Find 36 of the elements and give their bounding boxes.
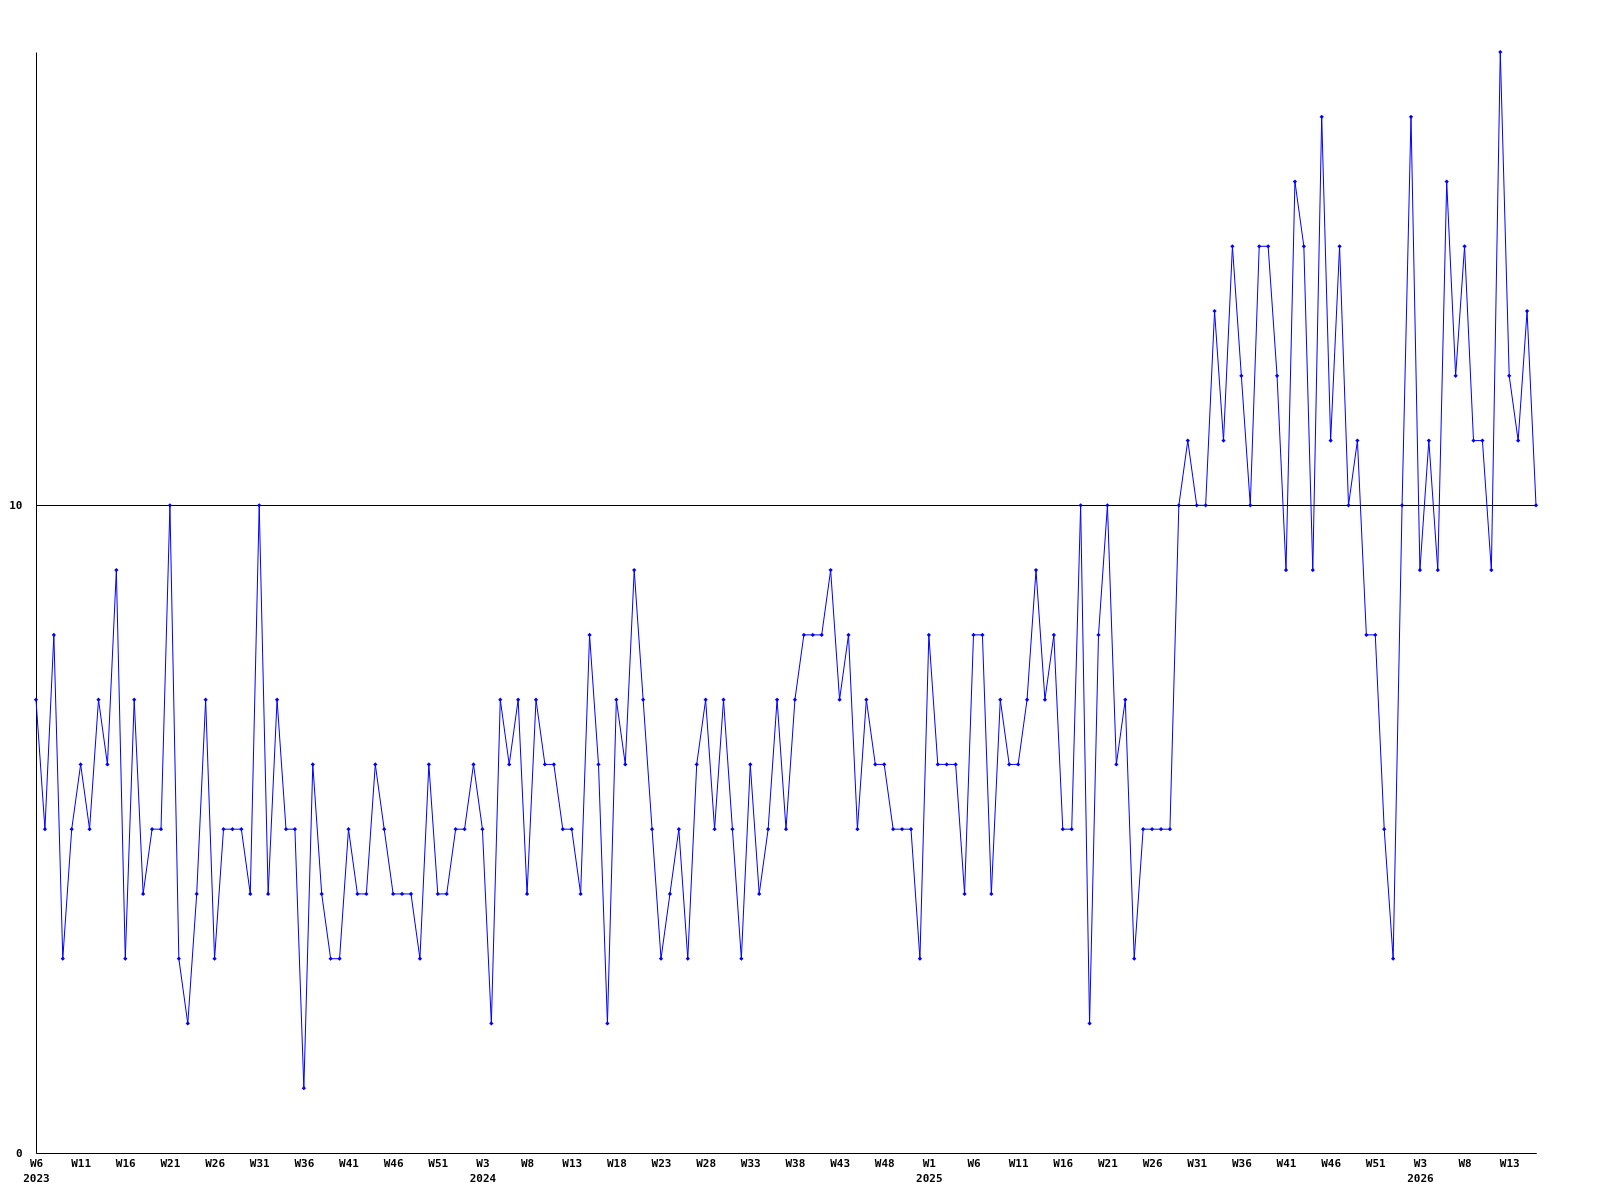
x-tick-label: W46 [1321, 1156, 1342, 1170]
x-tick-label: W38 [785, 1156, 806, 1170]
x-tick-label: W43 [830, 1156, 851, 1170]
y-tick-label: 10 [9, 498, 23, 512]
x-tick-label: W51 [428, 1156, 449, 1170]
x-tick-label: W13 [1499, 1156, 1520, 1170]
x-tick-label: W16 [115, 1156, 137, 1170]
x-tick-label: W51 [1365, 1156, 1387, 1170]
x-tick-label: W16 [1053, 1156, 1074, 1170]
x-tick-label: W48 [874, 1156, 895, 1170]
x-tick-label: W26 [1142, 1156, 1163, 1170]
x-tick-label: W8 [1458, 1156, 1472, 1170]
x-tick-label: W26 [205, 1156, 226, 1170]
x-tick-label: W28 [696, 1156, 717, 1170]
x-tick-label: W18 [606, 1156, 627, 1170]
x-tick-label: W13 [562, 1156, 583, 1170]
x-tick-label: W11 [71, 1156, 92, 1170]
x-tick-label: W3 2024 [469, 1156, 497, 1185]
y-tick-label: 0 [15, 1146, 23, 1160]
x-tick-label: W11 [1008, 1156, 1029, 1170]
x-tick-label: W31 [249, 1156, 271, 1170]
x-tick-label: W8 [520, 1156, 535, 1170]
x-tick-label: W41 [1276, 1156, 1297, 1170]
x-tick-label: W36 [294, 1156, 315, 1170]
x-tick-label: W6 2023 [23, 1156, 50, 1185]
x-tick-label: W3 2026 [1407, 1156, 1435, 1185]
x-tick-label: W36 [1231, 1156, 1253, 1170]
x-tick-label: W41 [339, 1156, 360, 1170]
x-tick-label: W21 [160, 1156, 181, 1170]
x-tick-label: W46 [383, 1156, 404, 1170]
x-tick-label: W21 [1097, 1156, 1119, 1170]
x-tick-label: W31 [1187, 1156, 1208, 1170]
x-tick-label: W33 [740, 1156, 761, 1170]
x-tick-label: W23 [651, 1156, 672, 1170]
x-tick-label: W1 2025 [916, 1156, 943, 1185]
x-tick-label: W6 [967, 1156, 981, 1170]
